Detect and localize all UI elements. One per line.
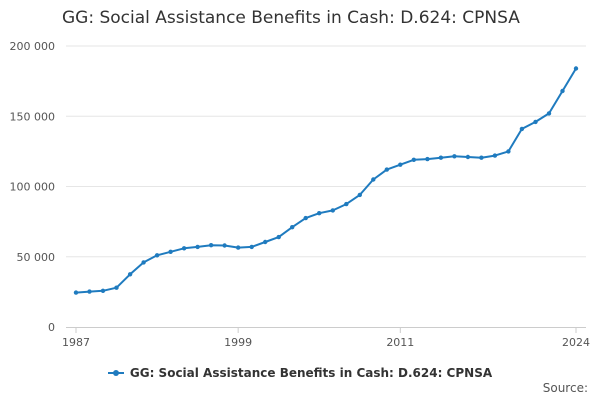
legend: GG: Social Assistance Benefits in Cash: … [0, 363, 600, 382]
data-point [479, 155, 484, 160]
y-tick-label: 50 000 [17, 251, 56, 264]
data-point [425, 156, 430, 162]
data-point [371, 177, 376, 182]
x-tick-label: 2024 [562, 336, 590, 349]
y-tick-label: 100 000 [10, 181, 56, 194]
data-point [560, 88, 565, 94]
data-point [573, 66, 579, 71]
data-point [222, 243, 227, 248]
data-point [303, 215, 308, 221]
data-point [452, 154, 457, 159]
series-layer [73, 66, 579, 295]
legend-item[interactable]: GG: Social Assistance Benefits in Cash: … [107, 366, 493, 380]
data-point [127, 272, 133, 277]
y-tick-label: 200 000 [10, 40, 56, 53]
data-point [290, 225, 295, 230]
data-point [208, 243, 214, 248]
data-point [357, 192, 362, 198]
data-point [506, 149, 511, 154]
data-point [181, 246, 187, 251]
data-point [438, 155, 444, 160]
data-point [114, 285, 119, 290]
y-tick-label: 0 [48, 321, 55, 334]
chart-title: GG: Social Assistance Benefits in Cash: … [62, 8, 520, 28]
data-point [546, 111, 552, 116]
data-point [168, 249, 173, 254]
y-tick-label: 150 000 [10, 110, 56, 123]
series-line [75, 67, 577, 294]
source-label[interactable]: Source: [542, 381, 588, 395]
data-point [195, 244, 200, 250]
data-point [519, 126, 525, 132]
data-point [263, 239, 268, 245]
data-point [87, 289, 92, 294]
x-tick-label: 2011 [386, 336, 414, 349]
data-point [398, 162, 403, 167]
data-point [411, 157, 416, 162]
legend-swatch-icon [107, 368, 124, 378]
data-point [141, 260, 146, 265]
axes: 0 50 000 100 000 150 000 200 000 1987 1999 2011… [10, 40, 591, 349]
data-point [317, 211, 322, 216]
data-point [330, 208, 335, 213]
data-point [100, 288, 106, 293]
data-point [344, 201, 349, 207]
data-point [236, 245, 241, 250]
legend-label: GG: Social Assistance Benefits in Cash: … [129, 366, 493, 380]
data-point [154, 253, 160, 258]
data-point [73, 290, 79, 295]
data-point [249, 244, 254, 250]
data-point [492, 153, 498, 158]
data-point [276, 234, 281, 240]
data-point [533, 119, 538, 125]
data-point [465, 154, 471, 160]
x-tick-label: 1987 [62, 336, 90, 349]
x-tick-label: 1999 [224, 336, 252, 349]
data-point [384, 167, 389, 172]
